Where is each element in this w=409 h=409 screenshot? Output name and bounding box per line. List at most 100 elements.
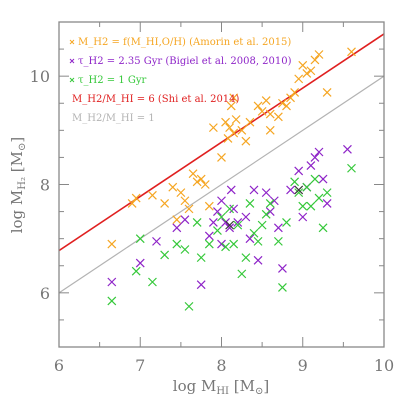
point-s2-19 [253, 255, 263, 265]
point-s2-26 [294, 166, 304, 176]
point-s3-21 [249, 228, 259, 238]
point-s3-25 [265, 199, 275, 208]
point-s3-31 [298, 201, 308, 211]
point-s2-17 [245, 234, 255, 244]
point-s3-28 [282, 217, 291, 227]
point-s2-18 [249, 185, 259, 195]
point-s1-12 [192, 177, 202, 187]
legend-entry-5: M_H2/M_HI = 1 [72, 113, 155, 124]
ratio-line-2 [59, 75, 384, 294]
point-s2-25 [286, 185, 295, 195]
point-s3-6 [172, 239, 182, 249]
point-s1-25 [237, 125, 247, 135]
y-tick-label: 8 [40, 176, 50, 195]
point-s1-32 [265, 125, 275, 135]
point-s3-16 [229, 239, 239, 249]
point-s2-31 [314, 147, 324, 157]
point-s1-45 [322, 87, 332, 97]
point-s1-31 [265, 109, 275, 119]
y-tick-label: 6 [40, 284, 50, 303]
x-axis-label: log MHI [M⊙] [173, 377, 269, 397]
point-s2-16 [241, 212, 251, 222]
point-s2-9 [213, 207, 222, 217]
point-s3-35 [314, 193, 324, 203]
point-s2-30 [310, 152, 320, 162]
point-s3-8 [184, 301, 194, 311]
point-s1-28 [253, 101, 263, 111]
point-s1-33 [273, 112, 283, 122]
point-s1-40 [302, 69, 312, 78]
point-s1-39 [298, 60, 308, 70]
point-s2-3 [152, 236, 161, 246]
x-tick-label: 8 [216, 356, 226, 375]
point-s2-20 [261, 188, 271, 198]
point-s1-43 [314, 50, 324, 59]
point-s1-7 [172, 215, 182, 225]
point-s2-2 [135, 258, 145, 268]
point-s2-35 [217, 239, 226, 249]
point-s3-22 [253, 236, 263, 246]
point-s2-21 [265, 207, 275, 217]
point-s4-1 [225, 220, 235, 230]
point-s1-22 [229, 93, 239, 103]
legend-entry-1: M_H2 = f(M_HI,O/H) (Amorin et al. 2015) [78, 37, 291, 48]
point-s3-36 [318, 223, 328, 233]
point-s2-15 [233, 217, 243, 227]
point-s1-3 [131, 193, 141, 203]
point-s2-6 [196, 280, 206, 290]
point-s3-19 [241, 253, 251, 263]
point-s2-27 [298, 212, 308, 222]
point-s3-33 [306, 201, 316, 211]
legend-marker-1 [69, 39, 75, 45]
point-s3-13 [217, 212, 226, 222]
point-s3-29 [290, 177, 300, 187]
point-s2-14 [229, 204, 239, 214]
point-s1-4 [148, 190, 157, 200]
legend-marker-2 [69, 58, 75, 64]
point-s3-18 [237, 269, 247, 279]
point-s3-14 [221, 242, 230, 252]
point-s3-12 [213, 226, 222, 235]
point-s3-10 [196, 253, 206, 263]
point-s1-38 [294, 74, 304, 84]
point-s1-27 [245, 117, 255, 127]
point-s3-2 [131, 266, 141, 276]
point-s2-8 [208, 217, 218, 227]
point-s3-3 [135, 234, 145, 244]
point-s2-10 [217, 196, 226, 206]
point-s1-41 [306, 66, 316, 76]
point-s2-33 [343, 144, 352, 154]
point-s3-32 [302, 182, 312, 192]
reference-lines [59, 33, 384, 294]
point-s2-5 [180, 215, 190, 225]
point-s2-7 [204, 231, 214, 241]
point-s3-38 [322, 188, 332, 198]
point-s1-37 [290, 87, 300, 97]
point-s3-4 [148, 277, 157, 287]
point-s3-23 [257, 220, 267, 230]
point-s2-11 [221, 217, 230, 227]
x-tick-label: 10 [374, 356, 394, 375]
point-s3-27 [278, 282, 287, 292]
point-s1-11 [188, 169, 198, 179]
point-s1-21 [226, 101, 236, 111]
point-s1-8 [176, 188, 186, 198]
point-s3-37 [347, 163, 356, 173]
ratio-line-1 [59, 33, 384, 252]
legend: M_H2 = f(M_HI,O/H) (Amorin et al. 2015) τ… [69, 37, 292, 124]
point-s1-16 [208, 123, 218, 133]
point-s1-15 [204, 201, 214, 211]
point-s3-20 [245, 199, 255, 208]
point-s3-24 [261, 209, 271, 219]
point-s1-10 [184, 204, 194, 214]
point-s1-44 [347, 47, 356, 57]
point-s1-20 [225, 123, 235, 133]
point-s1-5 [160, 199, 170, 208]
point-s3-34 [310, 174, 320, 184]
point-s3-11 [204, 239, 214, 249]
point-s3-15 [225, 204, 235, 214]
point-s4-2 [294, 185, 304, 195]
point-s1-6 [168, 182, 178, 192]
